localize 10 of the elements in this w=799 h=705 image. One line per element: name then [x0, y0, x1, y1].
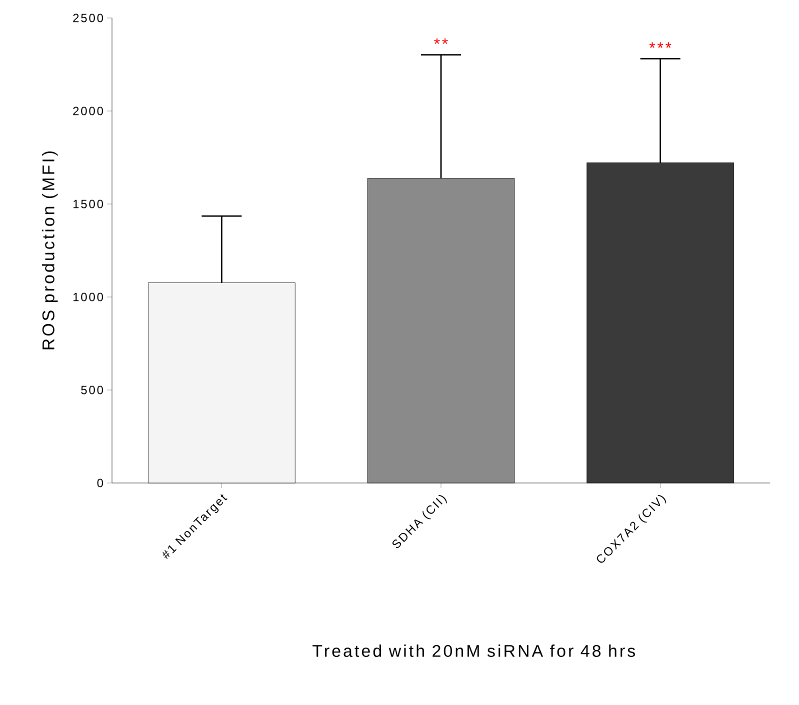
x-axis-title: Treated with 20nM siRNA for 48 hrs — [312, 644, 635, 657]
annotation: ** — [434, 38, 448, 44]
y-axis-title: ROS production (MFI) — [42, 151, 58, 350]
y-tick-label: 2500 — [73, 14, 103, 22]
y-tick-label: 2000 — [73, 106, 103, 116]
y-tick-label: 1500 — [73, 200, 103, 208]
y-tick-label: 500 — [81, 386, 104, 394]
y-tick-label: 0 — [97, 478, 104, 488]
annotation: *** — [649, 42, 672, 48]
y-tick-label: 1000 — [73, 292, 103, 302]
